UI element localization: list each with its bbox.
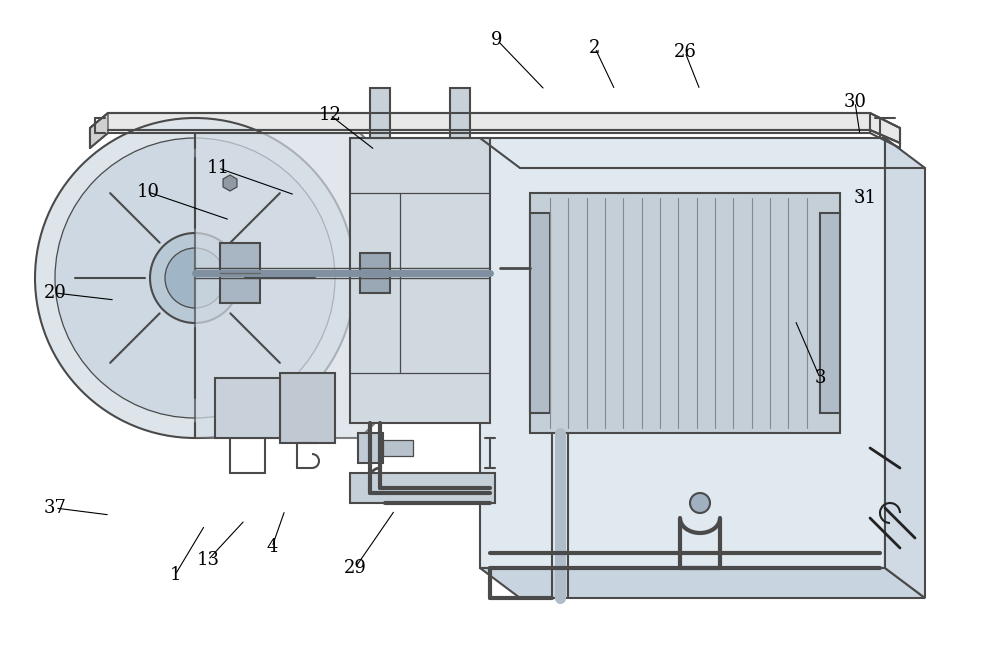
Text: 10: 10	[136, 183, 160, 201]
Text: 1: 1	[169, 566, 181, 584]
Text: 30: 30	[844, 93, 866, 111]
Bar	[360, 253, 390, 293]
Bar	[383, 440, 413, 456]
Text: 9: 9	[491, 31, 503, 49]
Polygon shape	[480, 568, 925, 598]
Bar	[280, 373, 335, 443]
Bar	[450, 88, 470, 138]
Polygon shape	[480, 138, 885, 568]
Circle shape	[55, 138, 335, 418]
Text: 2: 2	[589, 39, 601, 57]
Circle shape	[165, 248, 225, 308]
Bar	[350, 473, 495, 503]
Circle shape	[35, 118, 355, 438]
Bar	[820, 213, 840, 413]
Text: 31: 31	[854, 189, 876, 207]
Bar	[358, 433, 383, 463]
Bar	[220, 243, 260, 303]
Text: 4: 4	[266, 538, 278, 556]
Text: 12: 12	[319, 106, 341, 124]
Bar	[350, 138, 490, 423]
Text: 13: 13	[196, 551, 220, 569]
Bar	[530, 213, 550, 413]
Circle shape	[150, 233, 240, 323]
Polygon shape	[90, 113, 108, 148]
Bar	[370, 88, 390, 138]
Polygon shape	[195, 133, 375, 438]
Polygon shape	[885, 138, 925, 598]
Polygon shape	[90, 113, 900, 148]
Text: 20: 20	[44, 284, 66, 302]
Text: 26: 26	[674, 43, 696, 61]
Bar	[215, 378, 280, 438]
Text: 3: 3	[814, 369, 826, 387]
Text: 37: 37	[44, 499, 66, 517]
Text: 11: 11	[207, 159, 230, 177]
Bar	[530, 193, 840, 433]
Polygon shape	[223, 175, 237, 191]
Circle shape	[690, 493, 710, 513]
Text: 29: 29	[344, 559, 366, 577]
